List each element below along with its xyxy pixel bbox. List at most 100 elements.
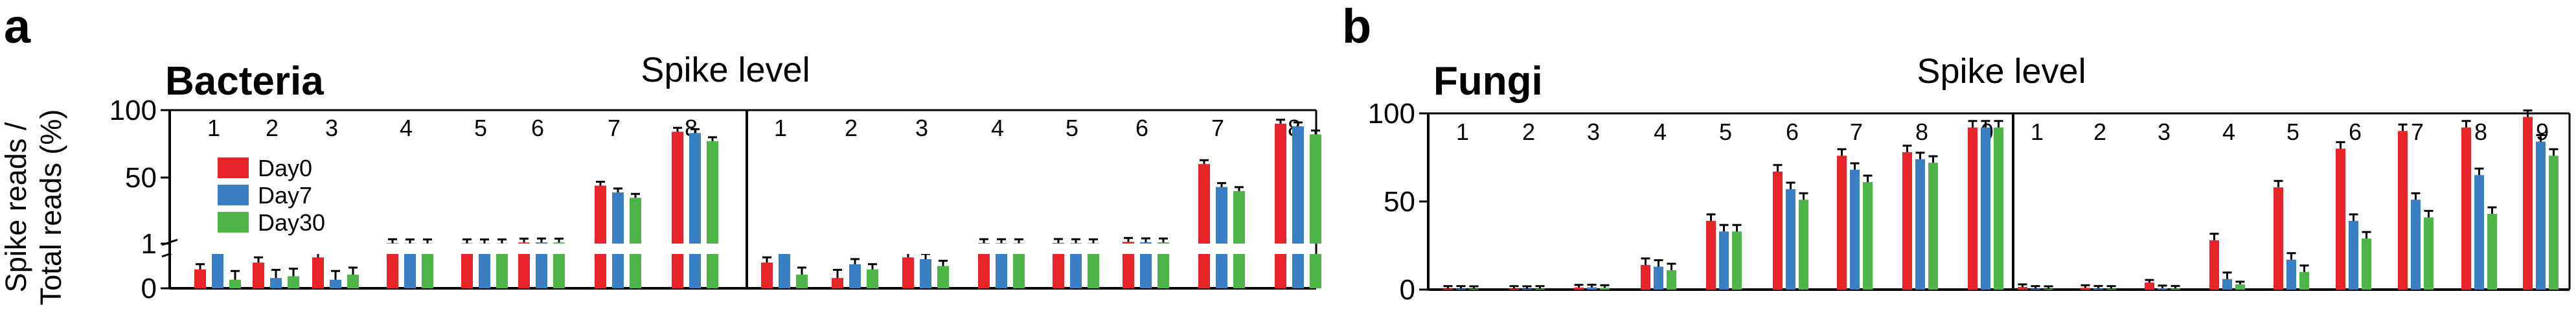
level-label-a1-3: 3 — [325, 115, 338, 141]
y-axis-title-2: Total reads (%) — [34, 109, 67, 306]
bar-a2-day0-level6-upper — [1123, 242, 1134, 244]
bar-b1-day30-level4 — [1667, 270, 1676, 290]
level-label-a1-4: 4 — [400, 115, 413, 141]
bar-a1-day30-level6-lower — [553, 254, 565, 288]
bar-b1-day30-level3 — [1600, 288, 1610, 290]
legend-swatch-day0 — [218, 157, 249, 178]
bar-a1-day0-level8-lower — [672, 254, 683, 288]
bar-a1-day7-level5-lower — [479, 254, 490, 288]
bar-a2-day0-level3-lower — [902, 257, 914, 288]
level-label-b1-2: 2 — [1522, 119, 1535, 145]
bar-b2-day7-level7 — [2411, 200, 2421, 290]
bar-a1-day0-level1-lower — [194, 269, 206, 288]
bar-a2-day7-level4-upper — [996, 243, 1007, 244]
bar-a2-day30-level3-lower — [937, 266, 949, 288]
bar-b2-day7-level1 — [2031, 288, 2040, 290]
bar-a1-day0-level6-upper — [518, 242, 530, 244]
bar-a1-day30-level5-lower — [496, 254, 508, 288]
bar-a2-day30-level8-upper — [1310, 134, 1321, 244]
bar-a2-day0-level7-lower — [1198, 254, 1210, 288]
bar-b2-day0-level1 — [2018, 286, 2027, 290]
bar-a2-day30-level7-upper — [1233, 190, 1245, 244]
bar-b1-day7-level5 — [1719, 231, 1729, 290]
legend-label-day30: Day30 — [258, 209, 325, 236]
level-label-b2-1: 1 — [2031, 119, 2044, 145]
bar-a2-day7-level6-upper — [1140, 242, 1152, 244]
bar-b2-day7-level3 — [2158, 288, 2167, 290]
bar-b2-day30-level3 — [2171, 288, 2180, 290]
bar-b2-day0-level4 — [2209, 240, 2219, 290]
bar-a2-day0-level5-lower — [1053, 254, 1064, 288]
bar-b1-day0-level3 — [1574, 287, 1584, 290]
bar-b2-day30-level1 — [2044, 288, 2053, 290]
level-label-b2-7: 7 — [2411, 119, 2424, 145]
level-label-a1-7: 7 — [608, 115, 621, 141]
bar-b2-day30-level7 — [2424, 217, 2434, 290]
bar-a2-day30-level7-lower — [1233, 254, 1245, 288]
top-label-spike-level-b: Spike level — [1917, 52, 2086, 91]
bar-b1-day30-level1 — [1469, 288, 1479, 290]
bar-a2-day0-level4-lower — [978, 254, 990, 288]
bar-a2-day30-level4-lower — [1013, 254, 1025, 288]
level-label-b1-8: 8 — [1915, 119, 1928, 145]
bar-b1-day7-level6 — [1786, 189, 1795, 290]
bar-a1-day0-level5-upper — [461, 243, 473, 244]
bar-b2-day7-level2 — [2093, 288, 2103, 290]
bar-b1-day7-level3 — [1587, 287, 1597, 290]
level-label-b1-6: 6 — [1786, 119, 1799, 145]
level-label-b1-1: 1 — [1456, 119, 1469, 145]
bar-b2-day7-level4 — [2222, 279, 2232, 290]
legend-label-day7: Day7 — [258, 182, 312, 209]
bar-b2-day30-level4 — [2235, 284, 2245, 290]
bar-a1-day7-level8-upper — [689, 133, 701, 244]
ytick-label-a-2: 1 — [141, 228, 157, 260]
bar-b1-day7-level8 — [1915, 159, 1925, 290]
level-label-a1-2: 2 — [266, 115, 279, 141]
level-label-a2-3: 3 — [915, 115, 928, 141]
bar-b2-day0-level3 — [2145, 282, 2154, 290]
bar-b2-day7-level9 — [2536, 141, 2546, 290]
bar-a2-day7-level7-upper — [1216, 187, 1227, 244]
bar-a1-day7-level7-lower — [612, 254, 624, 288]
bar-a1-day7-level6-lower — [536, 254, 547, 288]
legend-swatch-day7 — [218, 185, 249, 205]
level-label-a2-5: 5 — [1066, 115, 1078, 141]
bar-a2-day7-level6-lower — [1140, 254, 1152, 288]
bar-a2-day30-level5-lower — [1088, 254, 1099, 288]
bar-b2-day0-level8 — [2461, 127, 2471, 290]
bar-b2-day7-level8 — [2474, 175, 2484, 290]
bar-b1-day7-level7 — [1850, 170, 1860, 290]
bar-a1-day30-level7-lower — [630, 254, 641, 288]
level-label-b2-8: 8 — [2474, 119, 2487, 145]
bar-a2-day0-level1-lower — [761, 262, 773, 288]
bar-b2-day7-level5 — [2286, 259, 2296, 290]
bar-a2-day7-level3-lower — [920, 258, 931, 288]
level-label-a2-6: 6 — [1135, 115, 1148, 141]
bar-a2-day0-level8-upper — [1275, 123, 1286, 244]
panel-title-bacteria: Bacteria — [165, 59, 324, 104]
y-axis-title: Spike reads / — [0, 122, 32, 292]
ytick-label-b-0: 100 — [1368, 98, 1415, 130]
bar-b1-day30-level6 — [1799, 200, 1808, 290]
bar-a2-day30-level6-upper — [1157, 242, 1169, 244]
bar-a2-day30-level4-upper — [1013, 243, 1025, 244]
ytick-label-a-1: 50 — [125, 162, 157, 194]
bar-b1-day7-level2 — [1522, 288, 1532, 290]
bar-b1-day30-level9 — [1994, 127, 2003, 290]
bar-b1-day0-level9 — [1968, 127, 1978, 290]
bar-b1-day0-level7 — [1837, 155, 1847, 290]
bar-a1-day30-level8-upper — [707, 141, 718, 244]
bar-b2-day30-level5 — [2299, 271, 2309, 290]
bar-a2-day7-level2-lower — [849, 264, 861, 288]
bar-a2-day30-level5-upper — [1088, 243, 1099, 244]
bar-b1-day30-level5 — [1732, 231, 1742, 290]
ytick-label-a-3: 0 — [141, 273, 157, 304]
level-label-b1-7: 7 — [1850, 119, 1863, 145]
bar-b2-day30-level6 — [2362, 238, 2371, 290]
bar-b2-day0-level5 — [2274, 187, 2283, 290]
level-label-a2-1: 1 — [774, 115, 787, 141]
bar-a1-day0-level6-lower — [518, 254, 530, 288]
bar-b1-day0-level8 — [1902, 152, 1912, 290]
bar-b2-day0-level9 — [2523, 117, 2533, 290]
